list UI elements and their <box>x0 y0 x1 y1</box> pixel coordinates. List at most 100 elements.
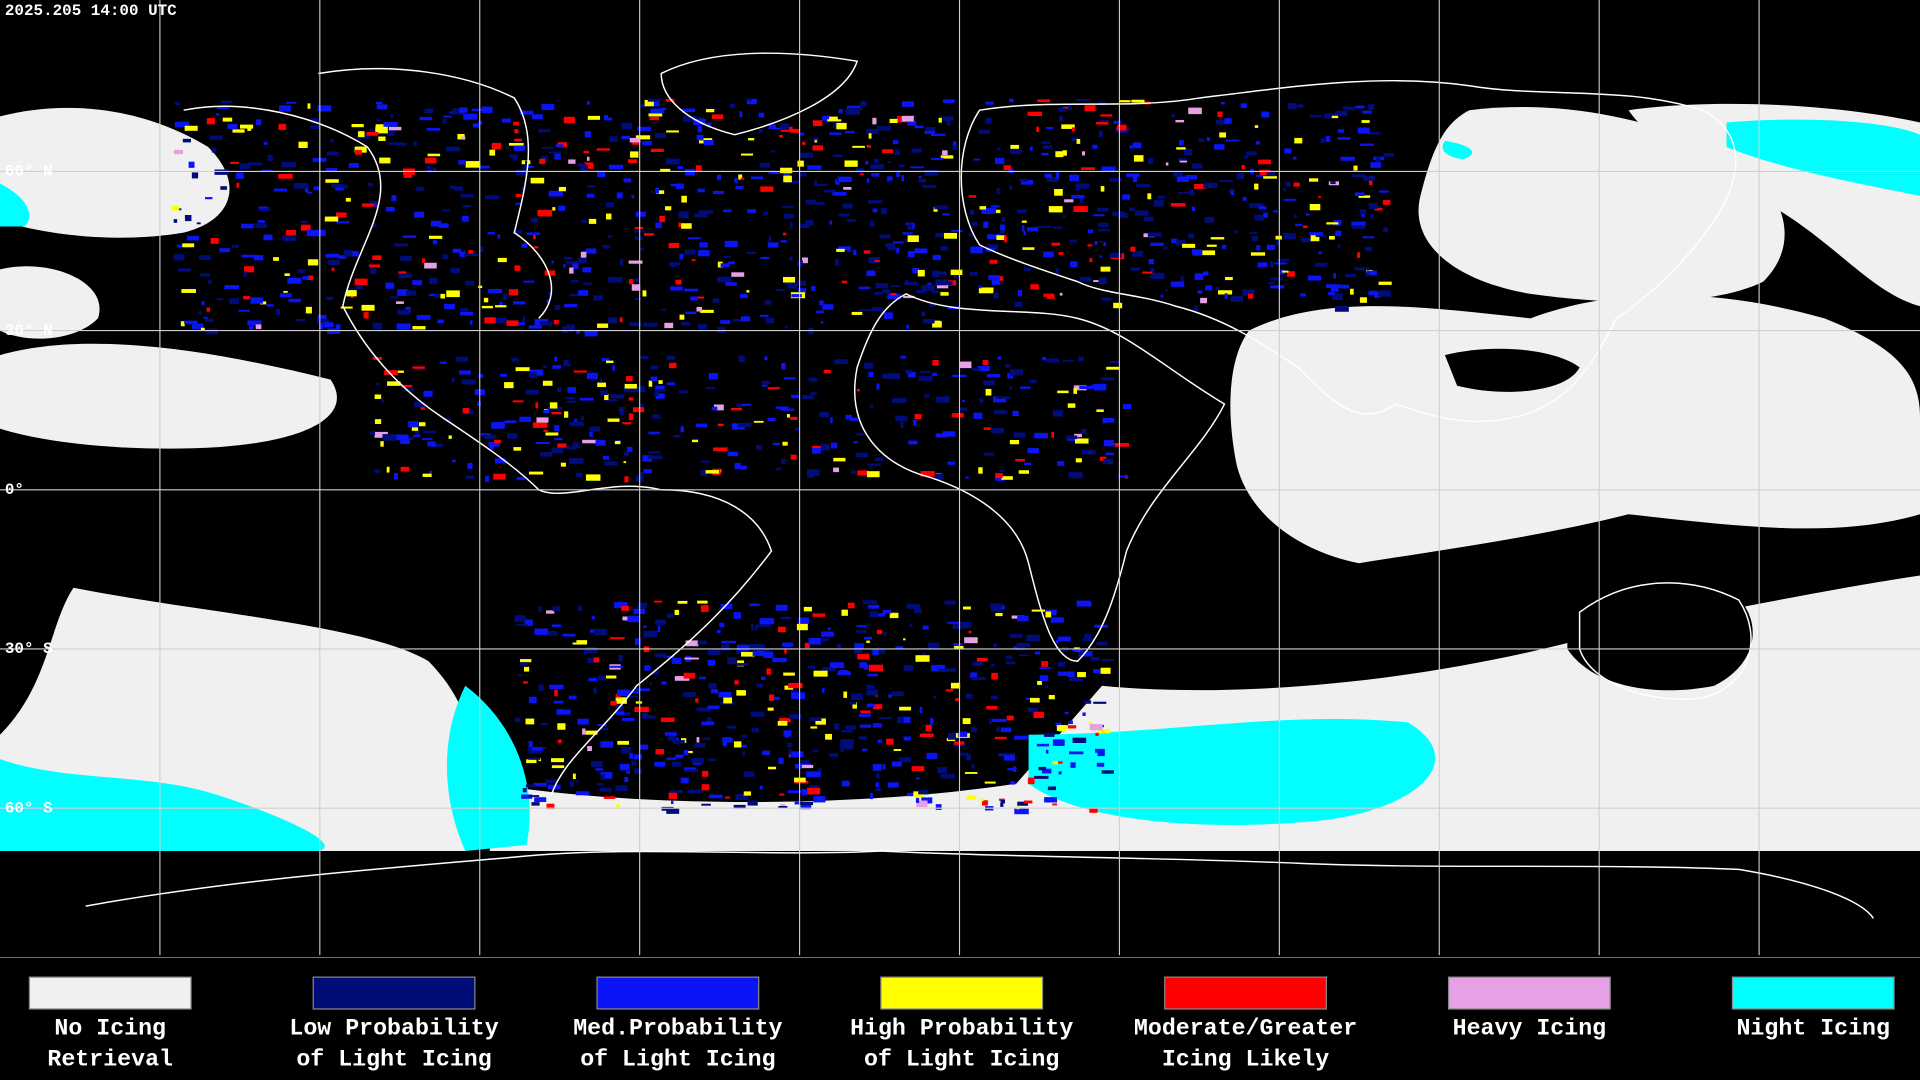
icing-speckle <box>637 602 647 609</box>
icing-speckle <box>278 123 287 130</box>
icing-speckle <box>297 269 305 274</box>
icing-speckle <box>869 611 879 618</box>
icing-speckle <box>1098 729 1111 734</box>
icing-speckle <box>897 116 907 123</box>
icing-speckle <box>765 317 775 324</box>
icing-speckle <box>1206 137 1210 141</box>
icing-speckle <box>458 160 466 165</box>
icing-speckle <box>947 461 956 465</box>
icing-speckle <box>619 317 623 323</box>
icing-speckle <box>643 322 658 327</box>
icing-speckle <box>253 255 264 261</box>
icing-speckle <box>429 470 433 474</box>
icing-speckle <box>733 741 742 748</box>
icing-speckle <box>907 235 919 242</box>
icing-speckle <box>904 238 908 242</box>
icing-speckle <box>628 397 634 401</box>
icing-speckle <box>593 657 600 663</box>
icing-speckle <box>816 201 825 205</box>
icing-speckle <box>783 213 794 219</box>
icing-speckle <box>1249 231 1258 234</box>
icing-speckle <box>673 435 681 438</box>
icing-speckle <box>650 108 665 114</box>
icing-speckle <box>1057 661 1066 667</box>
icing-speckle <box>1009 386 1013 390</box>
icing-speckle <box>196 222 201 225</box>
icing-speckle <box>386 131 395 136</box>
icing-speckle <box>1076 138 1081 144</box>
icing-speckle <box>454 186 463 191</box>
icing-speckle <box>1058 771 1062 775</box>
icing-speckle <box>964 772 978 774</box>
icing-speckle <box>915 777 920 780</box>
icing-speckle <box>1301 237 1315 243</box>
icing-speckle <box>749 603 760 607</box>
icing-speckle <box>1210 237 1225 240</box>
icing-speckle <box>1345 273 1357 278</box>
icing-speckle <box>1062 359 1075 362</box>
icing-speckle <box>787 282 798 289</box>
icing-speckle <box>843 187 852 190</box>
icing-speckle <box>1254 214 1264 221</box>
icing-speckle <box>697 640 707 645</box>
icing-speckle <box>627 615 641 623</box>
icing-speckle <box>702 737 711 740</box>
icing-speckle <box>1171 238 1178 244</box>
icing-speckle <box>701 803 711 806</box>
icing-speckle <box>186 235 200 241</box>
icing-speckle <box>827 627 831 630</box>
icing-speckle <box>1331 293 1343 299</box>
icing-speckle <box>1325 136 1331 142</box>
icing-speckle <box>580 416 584 421</box>
icing-speckle <box>665 158 680 165</box>
icing-speckle <box>577 718 589 725</box>
icing-speckle <box>740 316 751 322</box>
icing-speckle <box>590 378 596 381</box>
icing-speckle <box>817 768 822 773</box>
icing-speckle <box>198 255 211 260</box>
icing-speckle <box>800 760 810 763</box>
icing-speckle <box>664 732 677 736</box>
icing-speckle <box>1017 801 1028 806</box>
icing-speckle <box>609 637 625 640</box>
icing-speckle <box>412 366 425 369</box>
icing-speckle <box>1041 768 1052 774</box>
icing-speckle <box>1084 700 1092 704</box>
icing-speckle <box>595 768 604 771</box>
icing-speckle <box>901 175 905 182</box>
icing-speckle <box>551 447 564 454</box>
icing-speckle <box>519 416 532 422</box>
icing-speckle <box>565 446 575 450</box>
icing-speckle <box>681 195 687 203</box>
icing-speckle <box>780 616 791 620</box>
icing-speckle <box>1046 296 1055 299</box>
icing-speckle <box>945 689 954 692</box>
icing-speckle <box>256 119 262 126</box>
icing-speckle <box>1103 242 1107 247</box>
icing-speckle <box>1269 261 1275 268</box>
icing-speckle <box>331 267 335 272</box>
icing-speckle <box>1027 777 1035 785</box>
icing-speckle <box>808 665 816 669</box>
icing-speckle <box>1099 456 1107 461</box>
icing-speckle <box>1078 356 1084 362</box>
icing-speckle <box>517 674 522 677</box>
icing-speckle <box>1198 138 1205 142</box>
icing-speckle <box>687 789 703 794</box>
icing-speckle <box>1215 287 1220 290</box>
icing-speckle <box>1095 122 1109 125</box>
icing-speckle <box>1176 176 1190 182</box>
icing-speckle <box>1027 111 1042 117</box>
icing-speckle <box>1021 180 1034 185</box>
icing-speckle <box>503 293 508 300</box>
icing-speckle <box>936 396 950 403</box>
icing-speckle <box>543 365 547 369</box>
icing-speckle <box>801 764 814 769</box>
icing-speckle <box>224 284 240 290</box>
icing-speckle <box>600 741 614 748</box>
icing-speckle <box>628 322 642 327</box>
icing-speckle <box>1278 269 1286 275</box>
icing-speckle <box>1276 240 1281 246</box>
icing-speckle <box>683 768 699 773</box>
icing-speckle <box>1178 158 1187 162</box>
